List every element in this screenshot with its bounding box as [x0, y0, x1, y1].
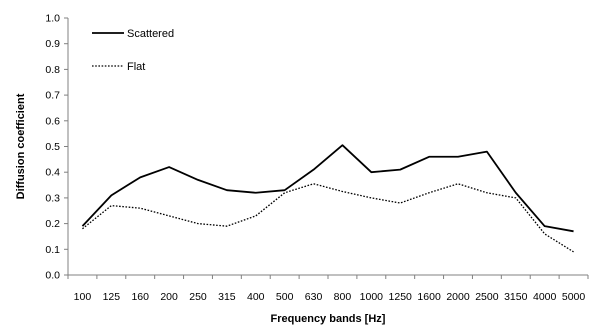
x-axis-title: Frequency bands [Hz] — [271, 313, 386, 325]
x-tick-labels: 100 125 160 200 250 315 400 500 630 800 1000 1250 16… — [74, 291, 586, 303]
x-tick-label: 200 — [160, 291, 178, 303]
x-tick-label: 1000 — [360, 291, 384, 303]
series-line-flat — [82, 183, 574, 253]
x-tick-label: 1600 — [417, 291, 441, 303]
series-line-scattered — [81, 144, 574, 233]
x-tick-label: 315 — [218, 291, 236, 303]
x-tick-label: 400 — [247, 291, 265, 303]
x-tick-label: 100 — [74, 291, 92, 303]
y-axis-title: Diffusion coefficient — [15, 93, 27, 199]
x-tick-label: 2000 — [446, 291, 470, 303]
legend-label-flat: Flat — [127, 61, 145, 73]
series-layer — [81, 144, 574, 253]
y-tick-label: 1.0 — [45, 13, 60, 25]
y-tick-label: 0.7 — [45, 90, 60, 102]
x-tick-label: 125 — [103, 291, 121, 303]
axis-ticks — [64, 17, 589, 279]
y-tick-label: 0.0 — [45, 270, 60, 282]
x-tick-label: 5000 — [562, 291, 586, 303]
legend: Scattered Flat — [92, 28, 174, 73]
y-tick-label: 0.6 — [45, 115, 60, 127]
x-tick-label: 160 — [131, 291, 149, 303]
legend-label-scattered: Scattered — [127, 28, 174, 40]
x-tick-label: 250 — [189, 291, 207, 303]
x-tick-label: 4000 — [533, 291, 557, 303]
y-tick-label: 0.8 — [45, 64, 60, 76]
y-tick-labels: 0.0 0.1 0.2 0.3 0.4 0.5 0.6 0.7 0.8 0.9 1.0 — [45, 13, 60, 282]
x-tick-label: 1250 — [389, 291, 413, 303]
x-tick-label: 630 — [305, 291, 323, 303]
y-tick-label: 0.5 — [45, 141, 60, 153]
x-tick-label: 500 — [276, 291, 294, 303]
x-tick-label: 2500 — [475, 291, 499, 303]
y-tick-label: 0.9 — [45, 38, 60, 50]
x-tick-label: 3150 — [504, 291, 528, 303]
y-tick-label: 0.2 — [45, 218, 60, 230]
y-tick-label: 0.1 — [45, 244, 60, 256]
chart-axes — [67, 18, 588, 276]
x-tick-label: 800 — [334, 291, 352, 303]
y-tick-label: 0.4 — [45, 167, 60, 179]
y-tick-label: 0.3 — [45, 192, 60, 204]
